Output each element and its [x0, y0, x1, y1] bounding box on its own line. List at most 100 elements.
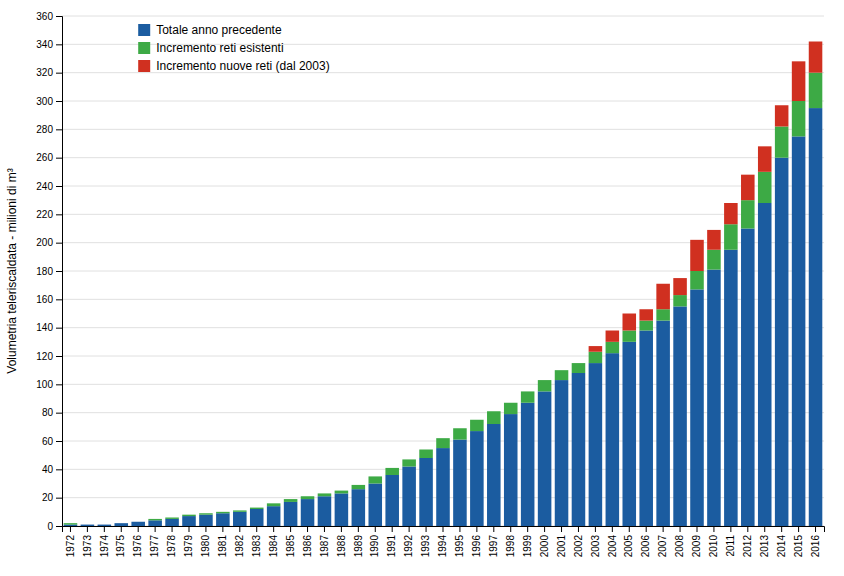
bar	[487, 411, 501, 424]
bar	[521, 403, 535, 526]
tick-label: 1982	[234, 535, 245, 558]
axis-title: Volumetria teleriscaldata - milioni di m…	[5, 168, 19, 373]
tick-mark	[205, 526, 206, 532]
bar	[741, 175, 755, 201]
tick-label: 2004	[607, 535, 618, 558]
bar	[656, 321, 670, 526]
bar	[182, 515, 196, 516]
bar	[165, 517, 179, 518]
bar	[165, 519, 179, 526]
tick-label: 2000	[539, 535, 550, 558]
tick-mark	[56, 129, 62, 130]
bar	[233, 510, 247, 511]
tick-label: 0	[47, 521, 53, 532]
tick: 1992	[403, 526, 414, 557]
tick-mark	[730, 526, 731, 532]
tick: 1975	[115, 526, 126, 557]
bar	[487, 411, 501, 412]
bar	[301, 496, 315, 499]
tick-mark	[476, 526, 477, 532]
tick: 160	[36, 294, 62, 305]
bar	[622, 314, 636, 331]
tick-label: 1974	[99, 535, 110, 558]
tick-label: 1993	[420, 535, 431, 558]
tick: 220	[36, 209, 62, 220]
legend-item: Incremento reti esistenti	[138, 41, 283, 55]
bar	[572, 373, 586, 526]
bar	[758, 203, 772, 526]
bar	[368, 484, 382, 527]
bar	[81, 524, 95, 525]
tick: 2012	[742, 526, 753, 557]
tick-mark	[663, 526, 664, 532]
bar	[301, 496, 315, 497]
bar	[318, 493, 332, 496]
bar	[809, 42, 823, 73]
legend-swatch	[138, 24, 150, 36]
tick: 1973	[82, 526, 93, 557]
tick: 300	[36, 96, 62, 107]
axis-line	[63, 527, 825, 533]
tick: 280	[36, 124, 62, 135]
tick-mark	[56, 44, 62, 45]
tick-mark	[56, 328, 62, 329]
tick: 360	[36, 11, 62, 22]
chart: 0204060801001201401601802002202402602803…	[0, 0, 844, 576]
tick-mark	[273, 526, 274, 532]
tick-label: 260	[36, 152, 53, 163]
tick-mark	[375, 526, 376, 532]
tick-mark	[595, 526, 596, 532]
tick-label: 2005	[623, 535, 634, 558]
tick: 2016	[810, 526, 821, 557]
bar	[775, 105, 789, 126]
tick: 2010	[708, 526, 719, 557]
bar	[64, 525, 78, 526]
tick: 2009	[691, 526, 702, 557]
tick-mark	[70, 526, 71, 532]
bar	[639, 331, 653, 527]
tick-label: 1975	[115, 535, 126, 558]
tick-label: 1978	[166, 535, 177, 558]
bar	[131, 521, 145, 522]
tick: 1976	[132, 526, 143, 557]
bar	[775, 127, 789, 158]
bar	[724, 224, 738, 250]
tick-label: 2013	[759, 535, 770, 558]
tick-mark	[104, 526, 105, 532]
bar	[267, 503, 281, 504]
tick: 40	[42, 464, 62, 475]
grid-line	[62, 157, 824, 158]
bar	[402, 459, 416, 460]
bar	[538, 391, 552, 526]
tick-mark	[426, 526, 427, 532]
bar	[606, 342, 620, 353]
tick: 1998	[505, 526, 516, 557]
bar	[606, 331, 620, 342]
tick: 1980	[200, 526, 211, 557]
tick-label: 1990	[369, 535, 380, 558]
bar	[707, 250, 721, 270]
bar	[385, 468, 399, 475]
tick-mark	[392, 526, 393, 532]
bar	[504, 402, 518, 403]
tick-label: 340	[36, 39, 53, 50]
bar	[538, 380, 552, 391]
bar	[402, 459, 416, 466]
bar	[131, 522, 145, 526]
tick: 1985	[285, 526, 296, 557]
bar	[775, 158, 789, 526]
legend: Totale anno precedenteIncremento reti es…	[138, 23, 329, 73]
tick-label: 140	[36, 322, 53, 333]
tick-label: 1972	[65, 535, 76, 558]
bar	[250, 508, 264, 509]
axis-line	[56, 17, 63, 527]
tick-mark	[56, 214, 62, 215]
bar	[165, 518, 179, 519]
bar	[589, 346, 603, 352]
bar	[504, 414, 518, 526]
bar	[707, 230, 721, 250]
tick: 1983	[251, 526, 262, 557]
series	[64, 73, 823, 525]
tick-label: 1991	[386, 535, 397, 558]
bar	[335, 490, 349, 491]
